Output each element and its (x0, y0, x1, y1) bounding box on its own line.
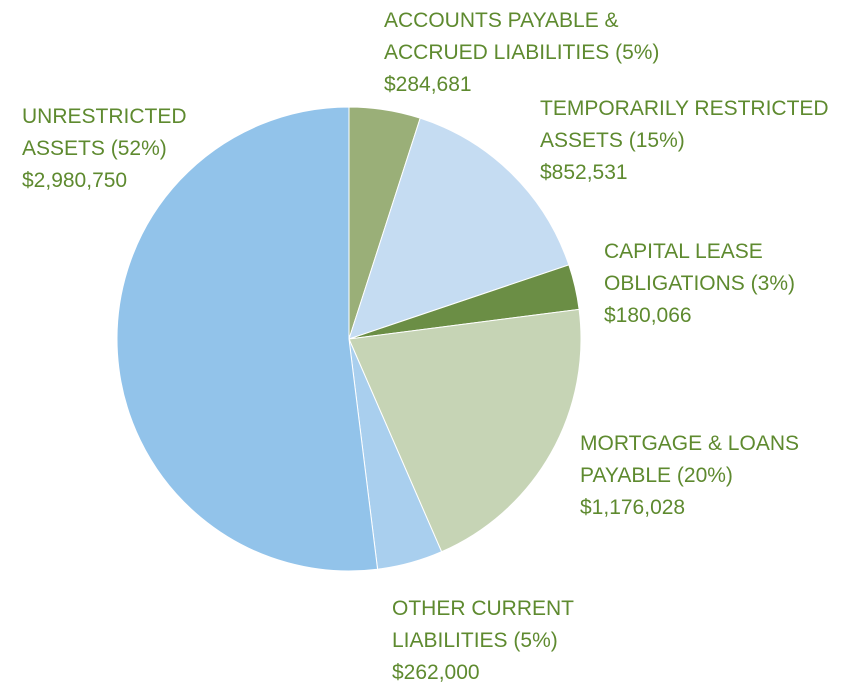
label-line: ASSETS (52%) (22, 133, 187, 165)
category-name: ASSETS (540, 129, 623, 152)
label-line: TEMPORARILY RESTRICTED (540, 93, 829, 125)
label-line: MORTGAGE & LOANS (580, 428, 799, 460)
value-label: $2,980,750 (22, 169, 128, 192)
category-name: UNRESTRICTED (22, 105, 187, 128)
slice-label: TEMPORARILY RESTRICTED ASSETS (15%) $852,5… (540, 93, 829, 189)
category-name: OBLIGATIONS (604, 272, 745, 295)
category-name: ASSETS (22, 137, 105, 160)
label-line: LIABILITIES (5%) (392, 625, 574, 657)
value-label: $180,066 (604, 304, 692, 327)
category-name: OTHER CURRENT (392, 597, 574, 620)
percent-label: (15%) (628, 129, 685, 152)
percent-label: (5%) (513, 629, 558, 652)
pie-slice (348, 117, 570, 340)
label-line: ACCOUNTS PAYABLE & (384, 5, 659, 37)
slice-label: OTHER CURRENT LIABILITIES (5%) $262,000 (392, 593, 574, 689)
category-name: MORTGAGE & LOANS (580, 432, 799, 455)
pie-slice (348, 308, 582, 553)
category-name: ACCRUED LIABILITIES (384, 41, 610, 64)
percent-label: (5%) (615, 41, 660, 64)
percent-label: (20%) (676, 464, 733, 487)
value-label: $262,000 (392, 661, 480, 684)
category-name: PAYABLE (580, 464, 672, 487)
category-name: LIABILITIES (392, 629, 508, 652)
value-label: $284,681 (384, 73, 472, 96)
slice-label: ACCOUNTS PAYABLE & ACCRUED LIABILITIES (5… (384, 5, 659, 101)
label-line: OTHER CURRENT (392, 593, 574, 625)
category-name: CAPITAL LEASE (604, 240, 763, 263)
label-line: ASSETS (15%) (540, 125, 829, 157)
percent-label: (3%) (750, 272, 795, 295)
slice-label: MORTGAGE & LOANS PAYABLE (20%) $1,176,028 (580, 428, 799, 524)
slice-label: CAPITAL LEASE OBLIGATIONS (3%) $180,066 (604, 236, 795, 332)
label-line: CAPITAL LEASE (604, 236, 795, 268)
percent-label: (52%) (110, 137, 167, 160)
pie-slice (116, 106, 379, 572)
label-line: PAYABLE (20%) (580, 460, 799, 492)
value-label: $1,176,028 (580, 496, 686, 519)
value-label: $852,531 (540, 161, 628, 184)
category-name: ACCOUNTS PAYABLE & (384, 9, 619, 32)
slice-label: UNRESTRICTED ASSETS (52%) $2,980,750 (22, 101, 187, 197)
label-line: UNRESTRICTED (22, 101, 187, 133)
label-line: OBLIGATIONS (3%) (604, 268, 795, 300)
category-name: TEMPORARILY RESTRICTED (540, 97, 829, 120)
label-line: ACCRUED LIABILITIES (5%) (384, 37, 659, 69)
